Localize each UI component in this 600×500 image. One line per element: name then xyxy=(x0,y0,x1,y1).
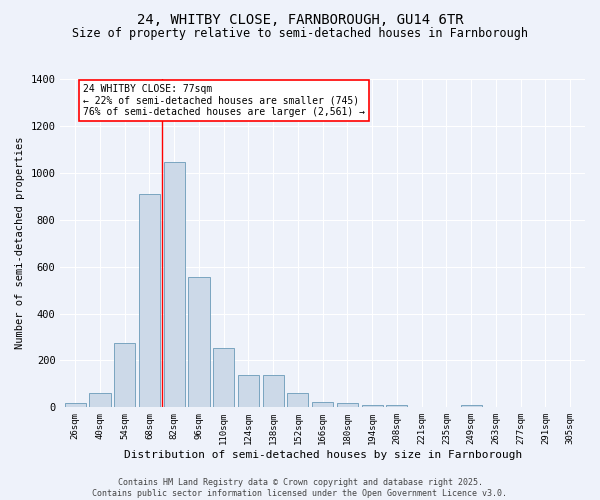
Bar xyxy=(65,403,86,407)
Bar xyxy=(362,405,383,407)
Bar xyxy=(287,393,308,407)
Text: 24 WHITBY CLOSE: 77sqm
← 22% of semi-detached houses are smaller (745)
76% of se: 24 WHITBY CLOSE: 77sqm ← 22% of semi-det… xyxy=(83,84,365,117)
Bar xyxy=(114,343,135,407)
Bar xyxy=(213,348,234,408)
Bar xyxy=(312,402,333,407)
Bar xyxy=(139,194,160,408)
Text: 24, WHITBY CLOSE, FARNBOROUGH, GU14 6TR: 24, WHITBY CLOSE, FARNBOROUGH, GU14 6TR xyxy=(137,12,463,26)
Bar xyxy=(188,277,209,407)
Text: Contains HM Land Registry data © Crown copyright and database right 2025.
Contai: Contains HM Land Registry data © Crown c… xyxy=(92,478,508,498)
Bar xyxy=(337,403,358,407)
Bar xyxy=(461,405,482,407)
Bar xyxy=(263,374,284,408)
Bar xyxy=(238,374,259,408)
X-axis label: Distribution of semi-detached houses by size in Farnborough: Distribution of semi-detached houses by … xyxy=(124,450,522,460)
Bar xyxy=(164,162,185,408)
Bar xyxy=(386,405,407,407)
Y-axis label: Number of semi-detached properties: Number of semi-detached properties xyxy=(15,137,25,350)
Bar xyxy=(89,393,110,407)
Text: Size of property relative to semi-detached houses in Farnborough: Size of property relative to semi-detach… xyxy=(72,28,528,40)
